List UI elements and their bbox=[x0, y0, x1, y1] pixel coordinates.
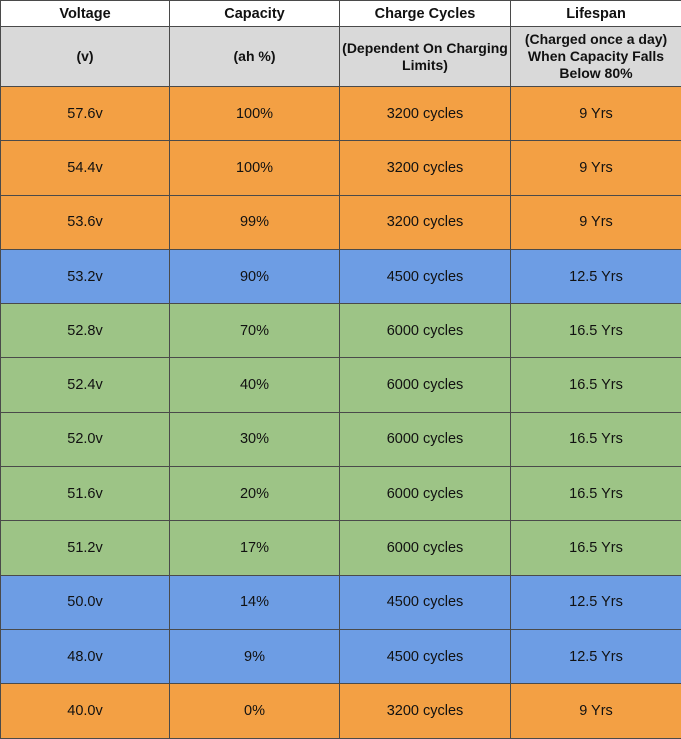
cell-voltage: 50.0v bbox=[1, 575, 170, 629]
cell-voltage: 57.6v bbox=[1, 87, 170, 141]
cell-voltage: 52.4v bbox=[1, 358, 170, 412]
cell-charge-cycles: 3200 cycles bbox=[340, 684, 511, 738]
table-body: 57.6v 100% 3200 cycles 9 Yrs 54.4v 100% … bbox=[1, 87, 681, 739]
cell-capacity: 40% bbox=[170, 358, 340, 412]
cell-capacity: 17% bbox=[170, 521, 340, 575]
cell-voltage: 52.0v bbox=[1, 412, 170, 466]
table-row: 52.0v 30% 6000 cycles 16.5 Yrs bbox=[1, 412, 681, 466]
cell-charge-cycles: 6000 cycles bbox=[340, 521, 511, 575]
cell-voltage: 53.6v bbox=[1, 195, 170, 249]
cell-capacity: 9% bbox=[170, 629, 340, 683]
table-row: 57.6v 100% 3200 cycles 9 Yrs bbox=[1, 87, 681, 141]
cell-capacity: 70% bbox=[170, 304, 340, 358]
cell-lifespan: 16.5 Yrs bbox=[511, 358, 681, 412]
cell-lifespan: 16.5 Yrs bbox=[511, 521, 681, 575]
cell-charge-cycles: 6000 cycles bbox=[340, 412, 511, 466]
cell-capacity: 99% bbox=[170, 195, 340, 249]
table-row: 48.0v 9% 4500 cycles 12.5 Yrs bbox=[1, 629, 681, 683]
cell-voltage: 40.0v bbox=[1, 684, 170, 738]
cell-lifespan: 16.5 Yrs bbox=[511, 467, 681, 521]
cell-capacity: 100% bbox=[170, 87, 340, 141]
cell-capacity: 14% bbox=[170, 575, 340, 629]
subheader-capacity: (ah %) bbox=[170, 27, 340, 87]
cell-charge-cycles: 6000 cycles bbox=[340, 467, 511, 521]
table-row: 54.4v 100% 3200 cycles 9 Yrs bbox=[1, 141, 681, 195]
cell-charge-cycles: 4500 cycles bbox=[340, 629, 511, 683]
header-capacity: Capacity bbox=[170, 1, 340, 27]
subheader-voltage: (v) bbox=[1, 27, 170, 87]
header-voltage: Voltage bbox=[1, 1, 170, 27]
cell-capacity: 100% bbox=[170, 141, 340, 195]
cell-voltage: 53.2v bbox=[1, 249, 170, 303]
header-charge-cycles: Charge Cycles bbox=[340, 1, 511, 27]
subheader-charge-cycles: (Dependent On Charging Limits) bbox=[340, 27, 511, 87]
cell-lifespan: 9 Yrs bbox=[511, 195, 681, 249]
cell-charge-cycles: 6000 cycles bbox=[340, 358, 511, 412]
table-row: 52.8v 70% 6000 cycles 16.5 Yrs bbox=[1, 304, 681, 358]
table-row: 51.2v 17% 6000 cycles 16.5 Yrs bbox=[1, 521, 681, 575]
cell-lifespan: 9 Yrs bbox=[511, 141, 681, 195]
cell-capacity: 0% bbox=[170, 684, 340, 738]
cell-charge-cycles: 4500 cycles bbox=[340, 249, 511, 303]
subheader-lifespan: (Charged once a day) When Capacity Falls… bbox=[511, 27, 681, 87]
table-row: 53.6v 99% 3200 cycles 9 Yrs bbox=[1, 195, 681, 249]
cell-voltage: 51.2v bbox=[1, 521, 170, 575]
cell-charge-cycles: 6000 cycles bbox=[340, 304, 511, 358]
cell-lifespan: 12.5 Yrs bbox=[511, 575, 681, 629]
subheader-row: (v) (ah %) (Dependent On Charging Limits… bbox=[1, 27, 681, 87]
cell-lifespan: 16.5 Yrs bbox=[511, 304, 681, 358]
cell-lifespan: 12.5 Yrs bbox=[511, 249, 681, 303]
cell-lifespan: 12.5 Yrs bbox=[511, 629, 681, 683]
cell-lifespan: 16.5 Yrs bbox=[511, 412, 681, 466]
cell-charge-cycles: 3200 cycles bbox=[340, 87, 511, 141]
table-row: 50.0v 14% 4500 cycles 12.5 Yrs bbox=[1, 575, 681, 629]
header-lifespan: Lifespan bbox=[511, 1, 681, 27]
cell-charge-cycles: 4500 cycles bbox=[340, 575, 511, 629]
cell-capacity: 30% bbox=[170, 412, 340, 466]
cell-lifespan: 9 Yrs bbox=[511, 684, 681, 738]
cell-voltage: 51.6v bbox=[1, 467, 170, 521]
table-row: 52.4v 40% 6000 cycles 16.5 Yrs bbox=[1, 358, 681, 412]
table-row: 53.2v 90% 4500 cycles 12.5 Yrs bbox=[1, 249, 681, 303]
cell-capacity: 90% bbox=[170, 249, 340, 303]
table-row: 51.6v 20% 6000 cycles 16.5 Yrs bbox=[1, 467, 681, 521]
cell-charge-cycles: 3200 cycles bbox=[340, 195, 511, 249]
cell-lifespan: 9 Yrs bbox=[511, 87, 681, 141]
cell-voltage: 48.0v bbox=[1, 629, 170, 683]
header-row: Voltage Capacity Charge Cycles Lifespan bbox=[1, 1, 681, 27]
cell-capacity: 20% bbox=[170, 467, 340, 521]
cell-charge-cycles: 3200 cycles bbox=[340, 141, 511, 195]
table-row: 40.0v 0% 3200 cycles 9 Yrs bbox=[1, 684, 681, 738]
cell-voltage: 52.8v bbox=[1, 304, 170, 358]
cell-voltage: 54.4v bbox=[1, 141, 170, 195]
